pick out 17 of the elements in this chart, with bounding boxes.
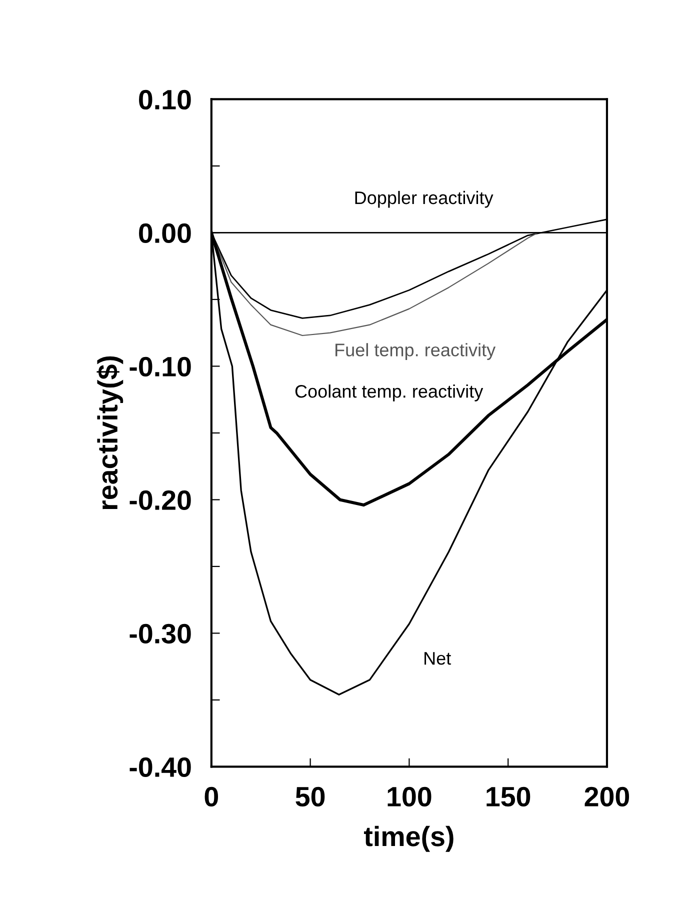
x-tick-label: 150 [486, 786, 530, 807]
y-tick-label: -0.40 [130, 757, 191, 778]
y-tick-label: 0.10 [139, 90, 191, 110]
x-axis-title: time(s) [364, 826, 454, 852]
y-tick-label: -0.30 [130, 624, 191, 644]
x-tick-label: 50 [296, 786, 325, 807]
x-tick-label: 100 [388, 786, 432, 807]
series-label: Net [424, 652, 452, 665]
x-tick-label: 200 [584, 786, 630, 807]
y-axis-title: reactivity($) [96, 356, 124, 510]
x-tick-label: 0 [204, 786, 218, 807]
y-tick-label: -0.10 [130, 356, 191, 377]
series-label: Fuel temp. reactivity [336, 343, 496, 360]
text: Doppler reactivity [355, 190, 494, 208]
y-tick-label: 0.00 [139, 223, 191, 244]
y-tick-label: -0.20 [130, 490, 191, 510]
series-label: Coolant temp. reactivity [295, 384, 484, 402]
